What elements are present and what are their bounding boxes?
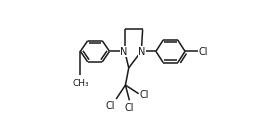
- Text: Cl: Cl: [125, 102, 134, 112]
- Text: Cl: Cl: [105, 101, 115, 110]
- Text: Cl: Cl: [199, 47, 208, 57]
- Text: N: N: [138, 47, 146, 57]
- Text: CH₃: CH₃: [72, 78, 89, 87]
- Text: Cl: Cl: [140, 89, 150, 99]
- Text: N: N: [120, 47, 128, 57]
